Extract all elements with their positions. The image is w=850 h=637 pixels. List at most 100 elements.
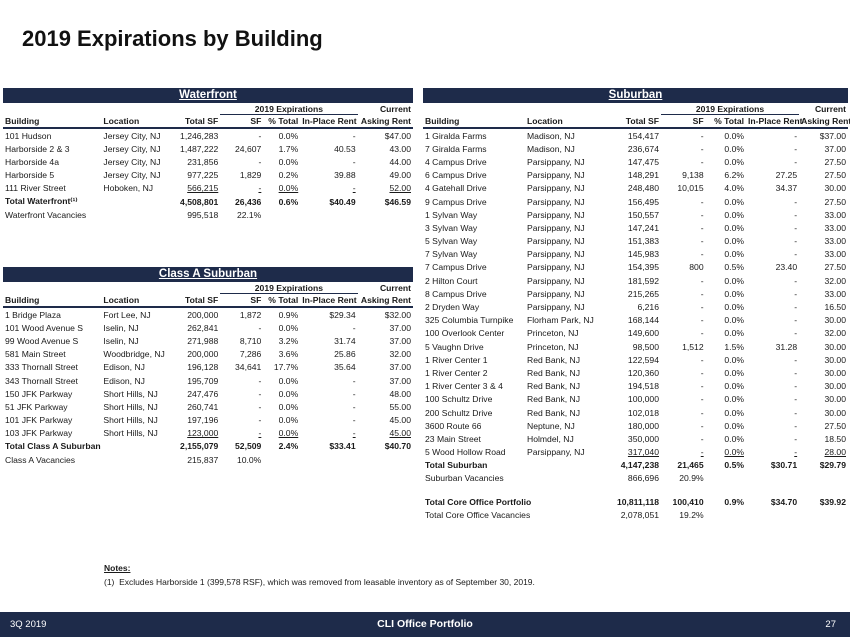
cell: - [700,367,704,378]
group-header-row: 2019 Expirations Current [3,282,413,294]
current-header: Current [379,103,411,114]
cell: Parsippany, NJ [527,236,585,247]
cell: Fort Lee, NJ [103,309,151,320]
cell [525,495,606,508]
cell: 25.86 [334,349,356,360]
cell: 10,015 [677,183,704,194]
cell: 33.00 [824,222,846,233]
cell: 33.00 [824,209,846,220]
cell: - [794,381,798,392]
cell: Total Core Office Vacancies [425,509,531,520]
cell: - [258,183,262,194]
column-header: Asking Rent [799,114,850,129]
cell: 23 Main Street [425,433,481,444]
cell: 4.0% [724,183,744,194]
cell: 271,988 [187,335,219,346]
cell: 194,518 [627,381,659,392]
cell: 20.9% [679,473,704,484]
data-row: 103 JFK Parkway Short Hills, NJ 123,000 - 0.… [3,427,413,440]
cell: 4 Gatehall Drive [425,183,487,194]
cell: 27.25 [775,170,798,181]
cell: 866,696 [627,473,659,484]
cell: 37.00 [389,362,411,373]
cell: 181,592 [627,275,659,286]
cell [101,195,173,208]
cell: 0.0% [724,433,744,444]
cell: 215,837 [187,454,219,465]
cell: 260,741 [187,401,219,412]
cell: 1 River Center 1 [425,354,488,365]
cell: 52,509 [235,441,262,452]
cell: 0.0% [278,415,299,426]
cell: - [794,315,798,326]
cell: - [700,130,704,141]
cell [525,472,606,485]
cell: 0.0% [724,143,744,154]
cell: 0.9% [278,309,299,320]
cell: 236,674 [627,143,659,154]
cell: - [258,388,262,399]
cell: Parsippany, NJ [527,196,585,207]
cell: 16.50 [824,302,846,313]
cell: 10,811,118 [616,496,659,507]
cell: Red Bank, NJ [527,367,581,378]
vacancy-row: Waterfront Vacancies 995,518 22.1% [3,208,413,221]
cell: Iselin, NJ [103,335,139,346]
cell: $46.59 [384,196,411,207]
cell: 566,215 [187,183,219,194]
spacer [423,103,661,115]
column-header: Building [3,293,102,308]
cell: 0.0% [724,407,744,418]
column-header-row: Building Location Total SF SF% Total In-Plac… [3,114,413,129]
cell: - [794,328,798,339]
cell: 100 Schultz Drive [425,394,493,405]
cell: 3.6% [278,349,299,360]
cell: 4,508,801 [180,196,219,207]
column-header: Location [101,293,174,308]
group-header: 2019 Expirations [661,103,800,115]
cell: Princeton, NJ [527,328,579,339]
cell: $34.70 [770,496,798,507]
cell: - [794,433,798,444]
cell: 147,241 [627,222,659,233]
cell [525,459,606,472]
cell: 30.00 [824,315,846,326]
total-row: Total Waterfront⁽¹⁾ 4,508,801 26,436 0.6% $4… [3,195,413,208]
cell: 31.74 [334,335,356,346]
cell: - [700,236,704,247]
cell: 977,225 [187,170,219,181]
cell: 27.50 [824,262,846,273]
cell: $40.70 [384,441,411,452]
cell: 31.28 [775,341,798,352]
cell: Harborside 5 [5,170,55,181]
cell: 37.00 [824,143,846,154]
data-row: 51 JFK Parkway Short Hills, NJ 260,741 - 0.0… [3,400,413,413]
cell: - [700,275,704,286]
data-row: 23 Main Street Holmdel, NJ 350,000 - 0.0% - 18… [423,432,848,445]
cell: - [794,143,798,154]
data-row: 100 Schultz Drive Red Bank, NJ 100,000 - 0.0… [423,393,848,406]
data-row: Harborside 5 Jersey City, NJ 977,225 1,829 0… [3,169,413,182]
cell: - [794,156,798,167]
column-header-row: Building Location Total SF SF% Total In-Plac… [423,114,850,129]
cell: 0.0% [724,354,744,365]
cell: 145,983 [627,249,659,260]
data-row: 3600 Route 66 Neptune, NJ 180,000 - 0.0% - 27.… [423,419,848,432]
cell: 0.0% [724,447,744,458]
cell: 1,872 [239,309,262,320]
cell: 0.0% [724,209,744,220]
cell: 0.0% [724,315,744,326]
cell: 0.0% [278,388,299,399]
cell [101,453,173,466]
data-row: 5 Vaughn Drive Princeton, NJ 98,500 1,512 1.… [423,340,848,353]
cell: - [794,236,798,247]
cell: - [700,328,704,339]
cell: Parsippany, NJ [527,262,585,273]
cell: 103 JFK Parkway [5,428,73,439]
cell: Red Bank, NJ [527,394,581,405]
cell: - [794,196,798,207]
cell: 262,841 [187,322,219,333]
cell: 325 Columbia Turnpike [425,315,514,326]
cell: 99 Wood Avenue S [5,335,79,346]
